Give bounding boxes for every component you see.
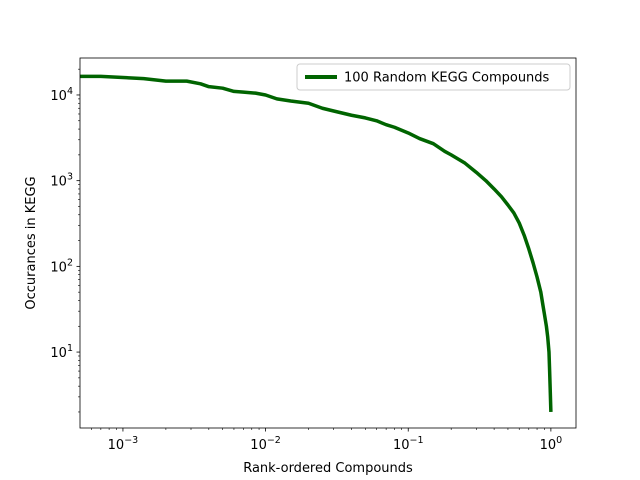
y-tick-label: 104 xyxy=(50,86,73,104)
y-tick-label: 101 xyxy=(50,343,73,361)
x-tick-label: 10−2 xyxy=(250,435,281,453)
axes-frame xyxy=(79,57,577,429)
y-axis-label: Occurances in KEGG xyxy=(24,176,39,309)
x-tick-label: 10−3 xyxy=(108,435,139,453)
ticks-layer: 10−3 10−2 10−1 100 101 102 103 104 xyxy=(50,68,563,453)
legend-label: 100 Random KEGG Compounds xyxy=(344,71,550,86)
legend-box xyxy=(296,63,571,91)
plot-area xyxy=(80,58,576,428)
series-line-0 xyxy=(80,74,553,413)
data-layer xyxy=(80,74,553,413)
y-tick-label: 102 xyxy=(50,257,73,275)
y-tick-label: 103 xyxy=(50,172,73,190)
legend: 100 Random KEGG Compounds xyxy=(296,63,571,91)
x-axis-label: Rank-ordered Compounds xyxy=(243,461,413,476)
x-tick-label: 10−1 xyxy=(393,435,424,453)
x-tick-label: 100 xyxy=(540,435,563,453)
